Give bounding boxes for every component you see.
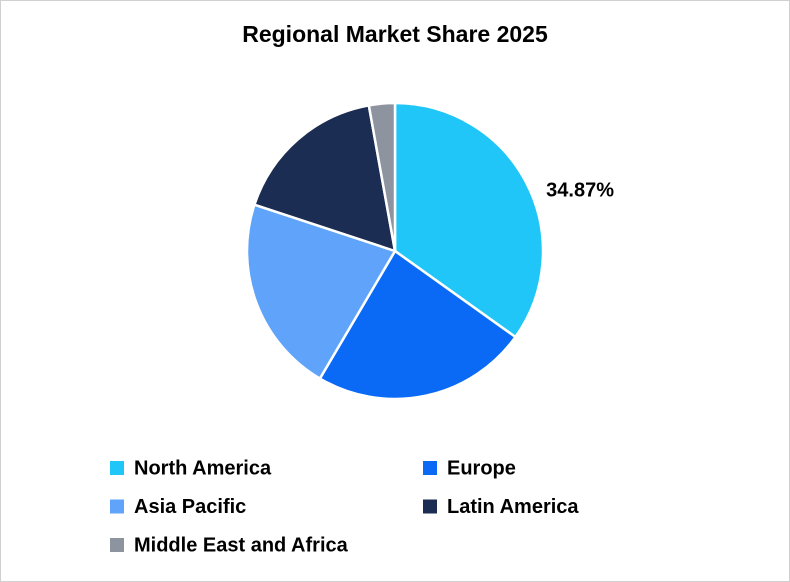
legend-label: Latin America (447, 496, 579, 518)
legend-swatch (423, 461, 437, 475)
data-label: 34.87% (546, 179, 614, 201)
pie-slice (393, 101, 545, 339)
legend-swatch (110, 461, 124, 475)
legend-label: North America (134, 457, 272, 479)
pie-slice (252, 103, 397, 253)
pie-slice (367, 101, 397, 252)
legend-label: Middle East and Africa (134, 534, 349, 556)
legend-swatch (110, 499, 124, 514)
legend-label: Asia Pacific (134, 496, 246, 518)
chart-title: Regional Market Share 2025 (242, 21, 548, 47)
legend-label: Europe (447, 457, 516, 479)
pie-slice (245, 203, 397, 381)
legend-swatch (110, 538, 124, 552)
legend-swatch (423, 499, 437, 514)
pie-slice (318, 249, 518, 401)
